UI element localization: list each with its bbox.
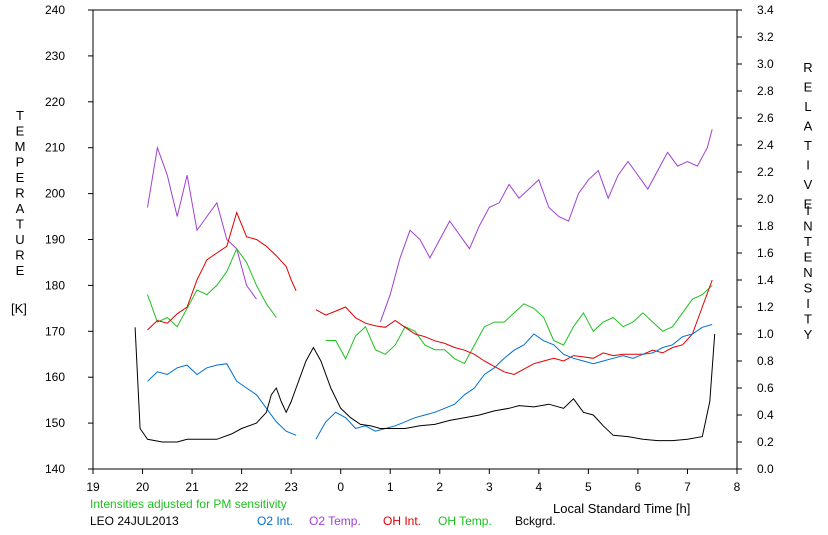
x-tick-label: 4	[536, 480, 543, 494]
right-tick-label: 2.6	[757, 111, 774, 125]
right-axis-letter: E	[804, 197, 813, 212]
right-tick-label: 1.0	[757, 327, 774, 341]
left-axis-letter: R	[15, 186, 24, 201]
right-tick-label: 0.0	[757, 462, 774, 476]
legend: O2 Int. O2 Temp. OH Int. OH Temp. Bckgrd.	[257, 514, 556, 528]
legend-bckgrd: Bckgrd.	[515, 514, 556, 528]
x-tick-label: 1	[387, 480, 394, 494]
x-tick-label: 19	[86, 480, 100, 494]
left-tick-label: 140	[45, 462, 65, 476]
right-tick-label: 2.2	[757, 165, 774, 179]
x-tick-label: 2	[436, 480, 443, 494]
x-tick-label: 22	[235, 480, 249, 494]
series-ohtemp-line	[325, 285, 713, 365]
right-tick-label: 1.2	[757, 300, 774, 314]
series-bckgrd-line	[134, 327, 716, 443]
right-tick-label: 0.2	[757, 435, 774, 449]
right-tick-label: 1.6	[757, 246, 774, 260]
left-axis-letter: U	[15, 232, 24, 247]
right-tick-label: 2.0	[757, 192, 774, 206]
series-o2temp-line	[147, 145, 257, 300]
x-axis-label: Local Standard Time [h]	[553, 501, 690, 516]
x-tick-label: 5	[585, 480, 592, 494]
right-axis-letter: I	[806, 296, 810, 311]
station-label: LEO 24JUL2013	[90, 514, 179, 528]
plot-frame	[92, 9, 738, 470]
x-tick-label: 7	[684, 480, 691, 494]
left-tick-label: 240	[45, 3, 65, 17]
series-o2temp-line	[379, 129, 713, 323]
series-o2int-line	[315, 324, 713, 440]
left-axis-letter: M	[15, 139, 26, 154]
right-axis-letter: V	[804, 177, 813, 192]
series-ohint-line	[315, 279, 713, 376]
left-tick-label: 200	[45, 187, 65, 201]
right-axis-letter: T	[804, 234, 812, 249]
right-axis: 0.0 0.2 0.4 0.6 0.8 1.0 1.2 1.4 1.6 1.8 2.0 2.2 2.4 2…	[737, 3, 774, 476]
right-axis-letter: I	[806, 158, 810, 173]
right-axis-letter: S	[804, 281, 813, 296]
right-axis-letter: L	[804, 99, 811, 114]
x-tick-label: 6	[635, 480, 642, 494]
left-tick-label: 160	[45, 370, 65, 384]
right-axis-letter: N	[803, 219, 812, 234]
x-tick-label: 0	[337, 480, 344, 494]
legend-o2temp: O2 Temp.	[309, 514, 361, 528]
left-axis-letter: R	[15, 248, 24, 263]
legend-o2int: O2 Int.	[257, 514, 293, 528]
series-ohint-line	[147, 210, 297, 331]
left-axis-letter: A	[16, 201, 25, 216]
left-tick-label: 170	[45, 324, 65, 338]
x-tick-label: 8	[734, 480, 741, 494]
right-axis-letter: Y	[804, 327, 813, 342]
right-axis-letter: N	[803, 265, 812, 280]
right-tick-label: 3.0	[757, 57, 774, 71]
right-tick-label: 0.6	[757, 381, 774, 395]
right-tick-label: 0.4	[757, 408, 774, 422]
right-axis-letter: T	[804, 138, 812, 153]
right-axis-letter: R	[803, 60, 812, 75]
series-ohtemp-line	[147, 247, 277, 328]
x-tick-label: 21	[185, 480, 199, 494]
series-o2int-line	[147, 363, 297, 436]
x-tick-label: 20	[136, 480, 150, 494]
x-axis: 19 20 21 22 23 0 1 2 3 4 5 6 7 8	[86, 469, 741, 494]
legend-ohtemp: OH Temp.	[438, 514, 492, 528]
series-group	[134, 129, 716, 443]
left-tick-label: 230	[45, 49, 65, 63]
left-axis-letter: T	[16, 217, 24, 232]
right-axis-letter: E	[804, 80, 813, 95]
right-tick-label: 2.4	[757, 138, 774, 152]
left-tick-label: 210	[45, 141, 65, 155]
left-tick-label: 150	[45, 416, 65, 430]
right-axis-letter: E	[804, 250, 813, 265]
right-tick-label: 2.8	[757, 84, 774, 98]
right-tick-label: 1.8	[757, 219, 774, 233]
right-axis-letter: A	[804, 119, 813, 134]
x-tick-label: 3	[486, 480, 493, 494]
legend-ohint: OH Int.	[383, 514, 421, 528]
left-axis-letter: T	[16, 108, 24, 123]
left-axis: 140 150 160 170 180 190 200 210 220 230 240	[45, 3, 93, 476]
right-axis-letter: I	[806, 203, 810, 218]
x-tick-label: 23	[284, 480, 298, 494]
left-axis-letter: E	[16, 263, 25, 278]
right-tick-label: 1.4	[757, 273, 774, 287]
left-axis-letter: P	[16, 155, 25, 170]
left-tick-label: 190	[45, 233, 65, 247]
right-tick-label: 3.2	[757, 30, 774, 44]
left-axis-letter: E	[16, 170, 25, 185]
right-tick-label: 3.4	[757, 3, 774, 17]
chart-note: Intensities adjusted for PM sensitivity	[90, 497, 287, 511]
left-axis-unit: [K]	[11, 301, 27, 316]
left-tick-label: 220	[45, 95, 65, 109]
right-tick-label: 0.8	[757, 354, 774, 368]
right-axis-letter: T	[804, 312, 812, 327]
left-axis-letter: E	[16, 124, 25, 139]
left-tick-label: 180	[45, 278, 65, 292]
